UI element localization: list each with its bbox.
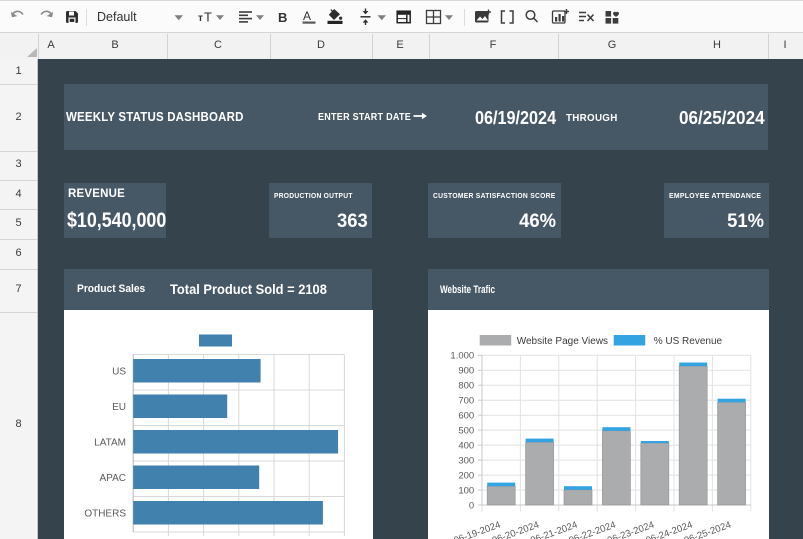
svg-text:LATAM: LATAM — [94, 438, 126, 449]
svg-text:A: A — [303, 9, 311, 23]
svg-text:900: 900 — [458, 366, 474, 377]
svg-text:800: 800 — [458, 381, 474, 392]
svg-text:500: 500 — [458, 426, 474, 437]
svg-text:B: B — [278, 10, 287, 25]
svg-text:% US Revenue: % US Revenue — [653, 336, 722, 347]
svg-text:EU: EU — [112, 402, 126, 413]
svg-text:OTHERS: OTHERS — [84, 509, 126, 520]
svg-text:600: 600 — [458, 411, 474, 422]
svg-text:0: 0 — [468, 500, 473, 511]
svg-text:200: 200 — [458, 471, 474, 482]
svg-text:1.000: 1.000 — [450, 351, 474, 362]
svg-text:300: 300 — [458, 456, 474, 467]
svg-text:Default: Default — [97, 10, 137, 24]
svg-text:APAC: APAC — [99, 473, 126, 484]
svg-text:т: т — [198, 13, 203, 24]
svg-text:US: US — [112, 367, 126, 378]
svg-text:100: 100 — [458, 485, 474, 496]
svg-text:400: 400 — [458, 441, 474, 452]
svg-text:700: 700 — [458, 396, 474, 407]
svg-text:T: T — [204, 10, 212, 25]
svg-text:Website Page Views: Website Page Views — [516, 336, 607, 347]
